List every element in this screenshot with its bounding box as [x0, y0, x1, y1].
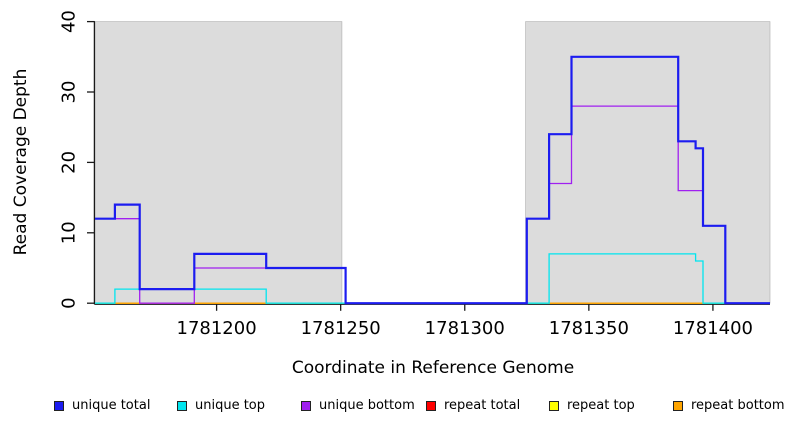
- legend-item: unique top: [177, 398, 265, 413]
- legend-item: unique total: [54, 398, 150, 413]
- x-tick-label: 1781300: [425, 318, 505, 339]
- legend-label: unique bottom: [319, 398, 415, 413]
- axes: 0 10 20 30 40 1781200 1781250 1781300 1781350 178…: [59, 10, 770, 339]
- series-lines: [95, 55, 770, 305]
- x-tick-label: 1781400: [673, 318, 753, 339]
- legend-label: repeat top: [567, 398, 635, 413]
- y-tick-label: 10: [59, 221, 80, 244]
- x-axis-label: Coordinate in Reference Genome: [292, 358, 574, 378]
- repeat-total-swatch-icon: [426, 400, 436, 411]
- shaded-region: [94, 21, 343, 304]
- x-tick-label: 1781350: [549, 318, 629, 339]
- shaded-regions: [94, 21, 771, 304]
- series-unique-top: [95, 253, 770, 304]
- unique-bottom-swatch-icon: [301, 400, 311, 411]
- legend-item: repeat total: [426, 398, 520, 413]
- legend: unique total unique top unique bottom re…: [0, 398, 792, 418]
- y-axis-label: Read Coverage Depth: [11, 69, 31, 256]
- unique-top-swatch-icon: [177, 400, 187, 411]
- legend-label: unique total: [72, 398, 151, 413]
- legend-item: unique bottom: [301, 398, 415, 413]
- y-tick-label: 0: [59, 297, 80, 308]
- legend-label: repeat bottom: [691, 398, 785, 413]
- unique-total-swatch-icon: [54, 400, 64, 411]
- repeat-top-swatch-icon: [549, 400, 559, 411]
- legend-item: repeat bottom: [673, 398, 785, 413]
- series-unique-total: [95, 55, 770, 305]
- y-tick-label: 20: [59, 151, 80, 174]
- legend-label: repeat total: [444, 398, 521, 413]
- legend-item: repeat top: [549, 398, 635, 413]
- legend-label: unique top: [195, 398, 266, 413]
- y-tick-label: 30: [59, 81, 80, 104]
- shaded-region: [525, 21, 771, 304]
- y-tick-label: 40: [59, 10, 80, 33]
- repeat-bottom-swatch-icon: [673, 400, 683, 411]
- x-tick-label: 1781200: [177, 318, 257, 339]
- x-tick-label: 1781250: [301, 318, 381, 339]
